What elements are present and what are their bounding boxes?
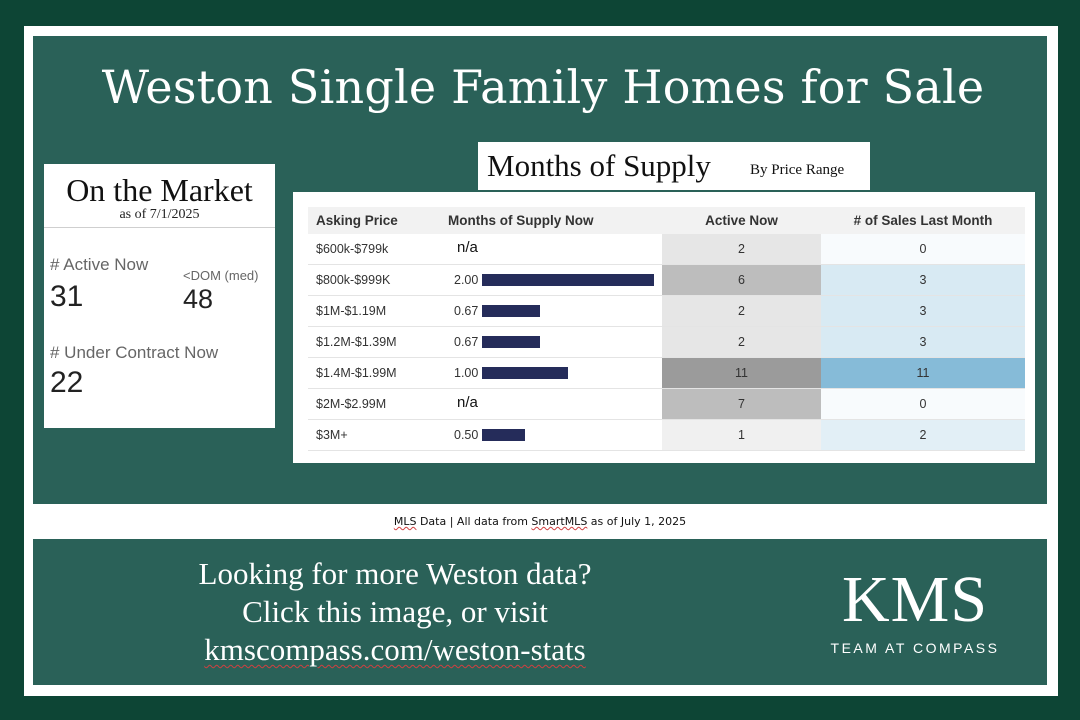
- supply-bar: [482, 336, 540, 348]
- sales-last-month-cell: 11: [821, 358, 1025, 388]
- table-row: $600k-$799k n/a 2 0: [308, 234, 1025, 265]
- table-header: Asking Price Months of Supply Now Active…: [308, 207, 1025, 234]
- supply-table: Asking Price Months of Supply Now Active…: [308, 207, 1025, 451]
- market-as-of: as of 7/1/2025: [119, 207, 200, 222]
- supply-value-label: 1.00: [454, 366, 479, 380]
- sales-last-month-cell: 0: [821, 389, 1025, 419]
- supply-value-label: n/a: [457, 394, 478, 411]
- source-note: MLS Data | All data from SmartMLS as of …: [0, 515, 1080, 528]
- dom-value: 48: [183, 284, 214, 314]
- cta-line-2: Click this image, or visit: [242, 594, 548, 629]
- sales-last-month-cell: 3: [821, 327, 1025, 357]
- active-label: # Active Now: [50, 255, 149, 274]
- kms-logo: KMS: [841, 563, 989, 636]
- header-active-now: Active Now: [705, 213, 778, 228]
- active-now-cell: 2: [662, 234, 821, 264]
- table-row: $1.2M-$1.39M 0.67 2 3: [308, 327, 1025, 358]
- dom-label: <DOM (med): [183, 268, 259, 283]
- header-sales-last-month: # of Sales Last Month: [853, 213, 993, 228]
- table-row: $1M-$1.19M 0.67 2 3: [308, 296, 1025, 327]
- mos-title: Months of Supply: [487, 148, 711, 183]
- supply-value-label: 0.67: [454, 335, 479, 349]
- header-months-of-supply: Months of Supply Now: [448, 213, 594, 228]
- sales-last-month-cell: 0: [821, 234, 1025, 264]
- supply-value-label: 0.50: [454, 428, 479, 442]
- table-body: $600k-$799k n/a 2 0 $800k-$999K 2.00 6 3 $1M-$1.…: [308, 234, 1025, 451]
- supply-value-label: n/a: [457, 239, 478, 256]
- table-row: $1.4M-$1.99M 1.00 11 11: [308, 358, 1025, 389]
- cta-link[interactable]: kmscompass.com/weston-stats: [204, 632, 586, 667]
- supply-table-card: Asking Price Months of Supply Now Active…: [293, 192, 1035, 463]
- page-title: Weston Single Family Homes for Sale: [101, 60, 985, 114]
- active-now-cell: 11: [662, 358, 821, 388]
- source-text-2: as of July 1, 2025: [587, 515, 687, 528]
- supply-bar: [482, 274, 654, 286]
- cta-block[interactable]: Looking for more Weston data? Click this…: [130, 555, 660, 669]
- price-range-label: $3M+: [316, 428, 348, 442]
- price-range-label: $1M-$1.19M: [316, 304, 387, 318]
- active-value: 31: [50, 280, 84, 313]
- bottom-panel[interactable]: [33, 539, 1047, 685]
- supply-value-label: 0.67: [454, 304, 479, 318]
- price-range-label: $800k-$999K: [316, 273, 391, 287]
- supply-bar: [482, 429, 525, 441]
- table-row: $3M+ 0.50 1 2: [308, 420, 1025, 451]
- market-title: On the Market: [66, 172, 253, 208]
- cta-line-1: Looking for more Weston data?: [198, 556, 592, 591]
- market-divider: [44, 227, 275, 228]
- supply-bar: [482, 367, 568, 379]
- sales-last-month-cell: 3: [821, 265, 1025, 295]
- contract-value: 22: [50, 366, 84, 399]
- price-range-label: $600k-$799k: [316, 242, 389, 256]
- price-range-label: $1.4M-$1.99M: [316, 366, 397, 380]
- mos-subtitle: By Price Range: [750, 162, 845, 178]
- source-mls: MLS: [393, 515, 417, 528]
- active-now-cell: 7: [662, 389, 821, 419]
- contract-label: # Under Contract Now: [50, 343, 219, 362]
- price-range-label: $2M-$2.99M: [316, 397, 387, 411]
- supply-bar: [482, 305, 540, 317]
- sales-last-month-cell: 3: [821, 296, 1025, 326]
- on-the-market-card: On the Market as of 7/1/2025 # Active No…: [44, 164, 275, 428]
- source-smartmls: SmartMLS: [531, 515, 588, 528]
- supply-value-label: 2.00: [454, 273, 479, 287]
- active-now-cell: 6: [662, 265, 821, 295]
- table-row: $800k-$999K 2.00 6 3: [308, 265, 1025, 296]
- active-now-cell: 2: [662, 327, 821, 357]
- active-now-cell: 1: [662, 420, 821, 450]
- source-text-1: Data | All data from: [416, 515, 532, 528]
- active-now-cell: 2: [662, 296, 821, 326]
- price-range-label: $1.2M-$1.39M: [316, 335, 397, 349]
- sales-last-month-cell: 2: [821, 420, 1025, 450]
- table-row: $2M-$2.99M n/a 7 0: [308, 389, 1025, 420]
- months-of-supply-heading: Months of Supply By Price Range: [478, 142, 870, 190]
- header-asking-price: Asking Price: [316, 213, 398, 228]
- kms-tagline: TEAM AT COMPASS: [830, 640, 1000, 656]
